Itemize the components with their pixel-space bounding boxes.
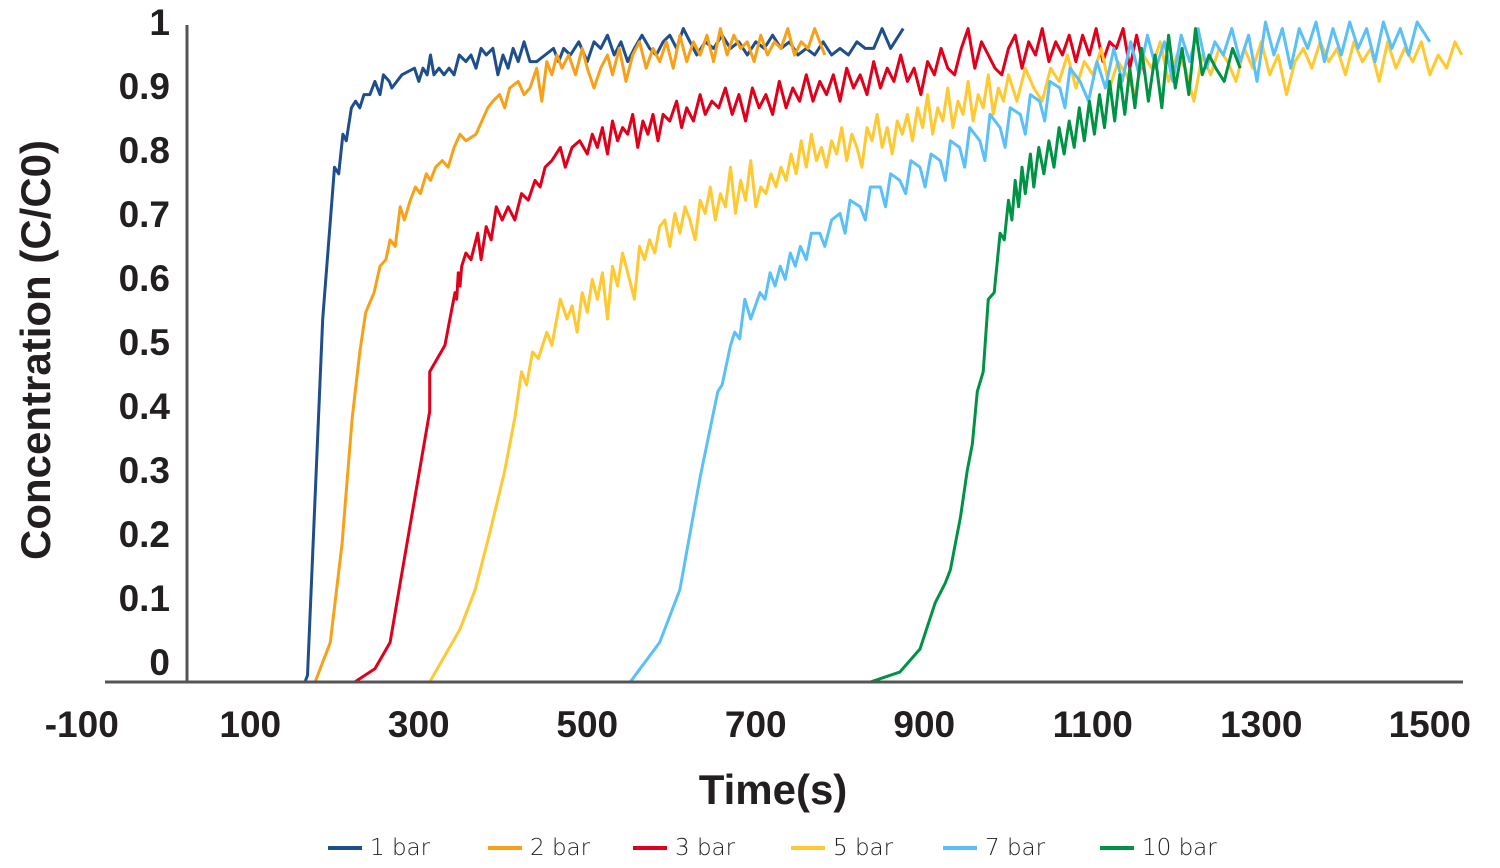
y-tick-label: 0.5 (119, 322, 170, 363)
legend-label: 10 bar (1142, 835, 1217, 861)
legend-swatch (1100, 846, 1134, 850)
legend: 1 bar 2 bar 3 bar 5 bar 7 bar 10 bar (0, 833, 1500, 863)
x-tick-label: 1100 (1053, 704, 1133, 745)
y-tick-label: 0.2 (119, 514, 170, 555)
x-tick-labels: -100 100 300 500 700 900 1100 1300 1500 (45, 704, 1471, 745)
legend-label: 1 bar (370, 835, 431, 861)
legend-label: 2 bar (530, 835, 591, 861)
x-tick-label: -100 (45, 704, 119, 745)
legend-swatch (633, 846, 667, 850)
y-tick-label: 0.6 (119, 258, 170, 299)
y-tick-label: 1 (149, 2, 170, 43)
legend-item: 7 bar (943, 833, 1045, 863)
legend-item: 10 bar (1100, 833, 1217, 863)
y-tick-label: 0.7 (119, 194, 170, 235)
legend-label: 3 bar (675, 835, 736, 861)
series-line-2-bar (187, 27, 827, 684)
legend-item: 2 bar (488, 833, 590, 863)
legend-item: 3 bar (633, 833, 735, 863)
series-line-10-bar (187, 27, 1242, 684)
y-tick-label: 0.9 (119, 66, 170, 107)
y-tick-label: 0.3 (119, 450, 170, 491)
legend-item: 1 bar (328, 833, 430, 863)
series-line-7-bar (187, 20, 1432, 684)
legend-label: 7 bar (985, 835, 1046, 861)
x-tick-label: 300 (388, 704, 450, 745)
x-tick-label: 1300 (1220, 704, 1302, 745)
series-line-1-bar (187, 27, 905, 684)
legend-swatch (328, 846, 362, 850)
y-tick-labels: 0 0.1 0.2 0.3 0.4 0.5 0.6 0.7 0.8 0.9 1 (119, 2, 171, 683)
x-tick-label: 100 (219, 704, 281, 745)
y-tick-label: 0.1 (119, 578, 170, 619)
legend-item: 5 bar (791, 833, 893, 863)
y-tick-label: 0 (149, 642, 170, 683)
x-axis-title: Time(s) (699, 766, 848, 813)
x-tick-label: 1500 (1389, 704, 1471, 745)
legend-swatch (791, 846, 825, 850)
x-tick-label: 500 (556, 704, 618, 745)
legend-swatch (943, 846, 977, 850)
series-line-3-bar (187, 27, 1147, 684)
x-tick-label: 700 (725, 704, 787, 745)
y-tick-label: 0.4 (119, 386, 171, 427)
y-axis-title: Concentration (C/C0) (12, 140, 59, 560)
legend-label: 5 bar (833, 835, 894, 861)
y-tick-label: 0.8 (119, 130, 170, 171)
legend-swatch (488, 846, 522, 850)
series-line-5-bar (187, 40, 1464, 684)
x-tick-label: 900 (893, 704, 955, 745)
series-layer (187, 20, 1464, 684)
